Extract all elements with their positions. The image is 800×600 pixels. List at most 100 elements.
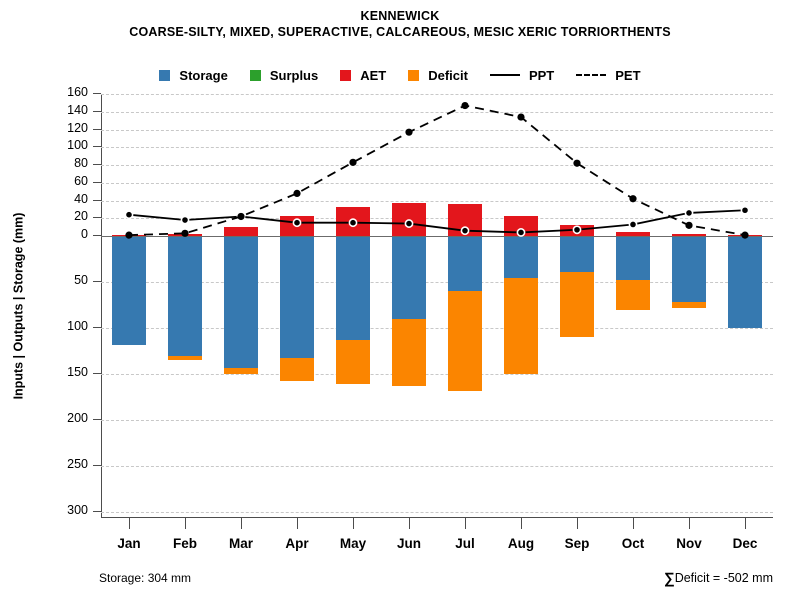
legend-item-ppt[interactable]: PPT (489, 68, 554, 83)
gridline (101, 328, 773, 329)
bar-segment-storage (167, 236, 203, 356)
x-tick-mark (241, 518, 242, 529)
gridline (101, 466, 773, 467)
bar-segment-storage (447, 236, 483, 292)
bar-segment-deficit (671, 302, 707, 308)
y-tick-label: 0 (81, 227, 88, 241)
legend-label: Deficit (428, 68, 468, 83)
y-tick-mark (93, 93, 101, 94)
x-tick-mark (577, 518, 578, 529)
y-tick-label: 250 (67, 457, 88, 471)
x-tick-label-may: May (339, 536, 367, 551)
bar-segment-storage (391, 236, 427, 319)
y-axis-title: Inputs | Outputs | Storage (mm) (8, 94, 28, 518)
bar-segment-storage (279, 236, 315, 359)
bar-segment-aet (447, 204, 483, 236)
y-tick-mark (93, 281, 101, 282)
x-tick-mark (465, 518, 466, 529)
y-tick-label: 60 (74, 173, 88, 188)
x-tick-label-aug: Aug (507, 536, 535, 551)
legend-item-deficit[interactable]: Deficit (408, 68, 468, 83)
legend-item-aet[interactable]: AET (340, 68, 386, 83)
x-tick-label-nov: Nov (676, 536, 702, 551)
y-tick-label: 300 (67, 503, 88, 517)
bar-segment-storage (559, 236, 595, 272)
y-tick-mark (93, 419, 101, 420)
x-tick-mark (521, 518, 522, 529)
bar-group (111, 94, 147, 518)
y-axis-title-label: Inputs | Outputs | Storage (mm) (11, 212, 26, 400)
bar-segment-aet (279, 216, 315, 236)
storage-note: Storage: 304 mm (99, 571, 192, 585)
x-tick-label-mar: Mar (228, 536, 253, 551)
gridline (101, 374, 773, 375)
x-axis: Jan Feb Mar Apr May Jun Jul Aug Sep Oct Nov Dec (101, 518, 773, 564)
y-tick-mark (93, 110, 101, 112)
legend-item-surplus[interactable]: Surplus (249, 68, 319, 83)
y-tick-mark (93, 511, 101, 512)
bar-segment-deficit (615, 280, 651, 310)
bar-group (223, 94, 259, 518)
bar-group (615, 94, 651, 518)
y-tick-mark (93, 373, 101, 374)
bar-segment-aet (559, 225, 595, 236)
x-tick-mark (185, 518, 186, 529)
bar-segment-storage (615, 236, 651, 281)
x-tick-mark (297, 518, 298, 529)
bar-group (335, 94, 371, 518)
legend-label: AET (360, 68, 387, 83)
legend-item-pet[interactable]: PET (576, 68, 641, 83)
x-tick-mark (745, 518, 746, 529)
deficit-note: ∑Deficit = -502 mm (664, 570, 773, 587)
y-tick-mark (93, 128, 101, 130)
bar-segment-storage (503, 236, 539, 279)
y-tick-label: 20 (74, 209, 88, 224)
gridline (101, 282, 773, 283)
legend-item-storage[interactable]: Storage (159, 68, 228, 83)
bar-segment-aet (391, 203, 427, 236)
bar-segment-storage (111, 236, 147, 345)
chart-subtitle: COARSE-SILTY, MIXED, SUPERACTIVE, CALCAR… (129, 25, 671, 39)
chart-title: KENNEWICK (360, 9, 440, 23)
bar-segment-deficit (223, 367, 259, 374)
y-axis: 160 140 120 100 80 60 40 20 0 50 100 150 200 250 300 (0, 85, 101, 518)
y-tick-mark (93, 217, 101, 219)
x-tick-mark (689, 518, 690, 529)
bar-group (167, 94, 203, 518)
x-tick-label-sep: Sep (564, 536, 590, 551)
x-tick-label-feb: Feb (172, 536, 197, 551)
y-tick-label: 160 (67, 85, 88, 99)
bar-segment-deficit (279, 358, 315, 382)
y-tick-label: 80 (74, 156, 88, 170)
x-tick-label-jul: Jul (455, 536, 475, 551)
y-tick-label: 150 (67, 365, 88, 379)
bar-group (279, 94, 315, 518)
bar-segment-deficit (559, 271, 595, 338)
bar-segment-aet (223, 227, 259, 236)
bar-segment-storage (671, 236, 707, 303)
y-tick-label: 120 (67, 120, 88, 135)
dashed-line-icon (576, 73, 607, 76)
y-tick-label: 100 (67, 138, 88, 153)
y-tick-mark (93, 199, 101, 201)
bar-group (559, 94, 595, 518)
gridline (101, 512, 773, 513)
legend-label: Storage (179, 68, 228, 83)
bar-segment-aet (335, 206, 371, 236)
y-tick-mark (93, 164, 101, 165)
y-tick-label: 40 (74, 191, 88, 206)
bar-segment-storage (727, 236, 763, 328)
y-tick-mark (93, 235, 101, 236)
gridline (101, 420, 773, 421)
y-tick-label: 100 (67, 319, 88, 333)
legend-swatch-icon (408, 70, 420, 81)
legend-label: Surplus (269, 68, 319, 83)
bar-segment-deficit (447, 291, 483, 392)
x-tick-mark (409, 518, 410, 529)
legend-label: PET (615, 68, 641, 83)
legend-swatch-icon (340, 70, 352, 81)
bar-segment-aet (503, 216, 539, 236)
y-tick-label: 140 (67, 102, 88, 117)
deficit-note-label: Deficit = -502 mm (674, 571, 773, 585)
